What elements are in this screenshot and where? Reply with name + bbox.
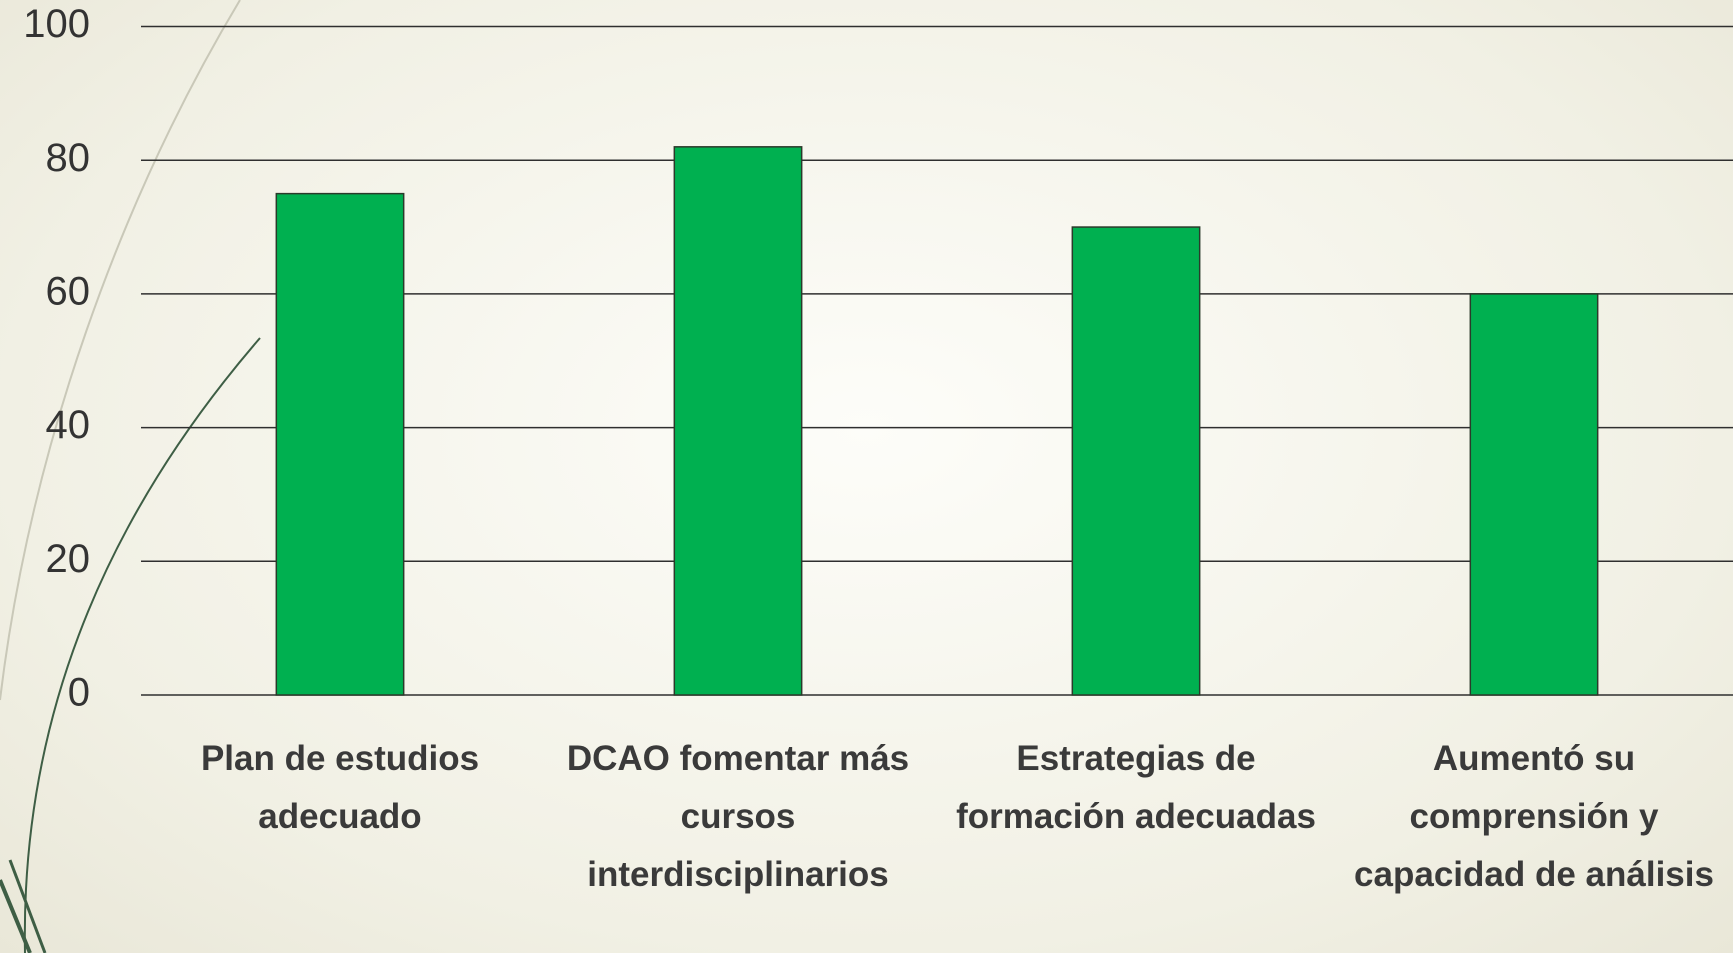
x-tick-label: Plan de estudios adecuado (200, 739, 480, 836)
x-tick-label: Aumentó su comprensión y capacidad de an… (1354, 739, 1714, 894)
x-tick-label: Estrategias de formación adecuadas (956, 739, 1316, 836)
x-tick-label: DCAO fomentar más cursos interdisciplina… (566, 739, 910, 894)
y-tick-label: 100 (23, 2, 90, 46)
decoration (0, 0, 261, 953)
y-tick-label: 40 (46, 403, 91, 447)
bar (673, 146, 803, 696)
bar (275, 192, 405, 696)
y-tick-label: 60 (46, 269, 91, 313)
bar (1071, 226, 1201, 696)
y-tick-label: 0 (68, 671, 90, 715)
bar (1469, 293, 1599, 696)
y-tick-label: 80 (46, 136, 91, 180)
y-tick-label: 20 (46, 537, 91, 581)
